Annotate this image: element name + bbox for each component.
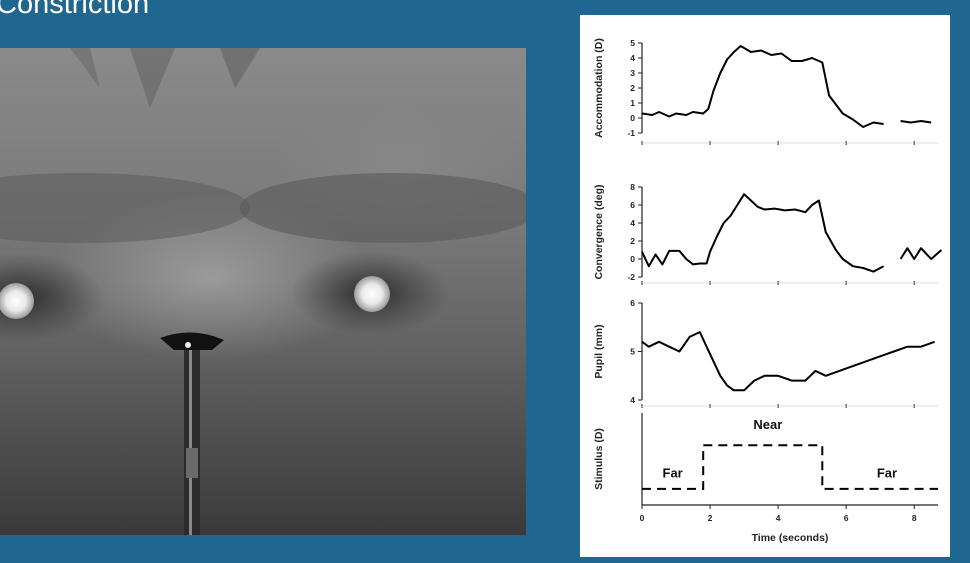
accommodation-y-tick-label: 1 [630, 98, 635, 108]
x-tick-label: 4 [776, 513, 781, 523]
stimulus-annotation: Near [753, 417, 782, 432]
stimulus-series-line [642, 444, 938, 490]
stimulus-annotation: Far [663, 465, 683, 480]
convergence-series-line [641, 193, 885, 273]
left-brow-shadow [0, 173, 250, 243]
convergence-y-tick-label: 2 [630, 236, 635, 246]
accommodation-series-line [641, 45, 884, 128]
measurement-figure: -1 0 1 2 3 4 5 Accommodation (D) -2 0 2 4 6 8 Converge… [580, 15, 950, 557]
hair-shadow [70, 48, 100, 88]
fixation-rod-clamp [186, 448, 198, 478]
hair-shadow [130, 48, 175, 108]
accommodation-y-tick-label: 0 [630, 113, 635, 123]
face-photo-drawing [0, 48, 526, 535]
right-brow-shadow [240, 173, 526, 243]
convergence-y-tick-label: 0 [630, 254, 635, 264]
accommodation-y-tick-label: 5 [630, 38, 635, 48]
pupil-y-axis-label: Pupil (mm) [593, 324, 605, 378]
right-pupil-reflex [354, 276, 390, 312]
accommodation-y-tick-label: 3 [630, 68, 635, 78]
accommodation-y-tick-label: 4 [630, 53, 635, 63]
convergence-y-axis-label: Convergence (deg) [593, 184, 605, 279]
face-photo [0, 48, 526, 535]
left-pupil-reflex [0, 283, 34, 319]
slide-title: Constriction [0, 0, 150, 20]
convergence-y-tick-label: -2 [627, 272, 635, 282]
convergence-y-tick-label: 8 [630, 182, 635, 192]
pupil-series-line [641, 331, 935, 392]
x-axis-label: Time (seconds) [752, 532, 829, 544]
convergence-y-tick-label: 4 [630, 218, 635, 228]
stacked-line-charts: -1 0 1 2 3 4 5 Accommodation (D) -2 0 2 4 6 8 Converge… [593, 38, 943, 544]
stimulus-y-axis-label: Stimulus (D) [593, 428, 605, 490]
x-tick-label: 8 [912, 513, 917, 523]
hair-shadow [220, 48, 260, 88]
accommodation-y-tick-label: 2 [630, 83, 635, 93]
accommodation-y-tick-label: -1 [627, 128, 635, 138]
x-tick-label: 0 [640, 513, 645, 523]
left-eye-socket [0, 253, 105, 343]
x-tick-label: 6 [844, 513, 849, 523]
fixation-rod-highlight [189, 350, 192, 535]
pupil-y-tick-label: 5 [630, 347, 635, 357]
fixation-target-head [160, 332, 224, 350]
convergence-series-line [899, 247, 943, 260]
convergence-y-tick-label: 6 [630, 200, 635, 210]
x-tick-label: 2 [708, 513, 713, 523]
pupil-y-tick-label: 4 [630, 395, 635, 405]
pupil-y-tick-label: 6 [630, 298, 635, 308]
stimulus-annotation: Far [877, 465, 897, 480]
fixation-target-light [185, 342, 191, 348]
accommodation-y-axis-label: Accommodation (D) [593, 38, 605, 138]
accommodation-series-line [900, 120, 932, 124]
